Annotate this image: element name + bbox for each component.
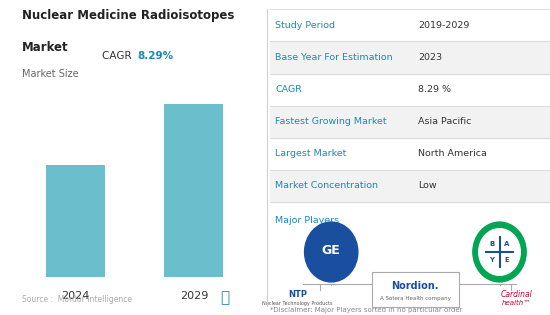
Text: Nordion.: Nordion. [392,281,439,291]
Text: B: B [490,241,494,247]
Text: Market Size: Market Size [22,69,79,79]
Text: 2029: 2029 [180,291,208,301]
Text: CAGR: CAGR [275,85,302,94]
Text: Study Period: Study Period [275,21,335,30]
Text: Market Concentration: Market Concentration [275,181,378,190]
Text: A Sotera Health company: A Sotera Health company [380,296,451,301]
Text: 2023: 2023 [418,53,442,62]
Bar [46,165,105,277]
Bar [270,106,550,138]
Text: Low: Low [418,181,437,190]
Text: health™: health™ [502,300,531,306]
Circle shape [478,229,520,275]
Text: CAGR: CAGR [102,51,135,61]
Text: Y: Y [490,257,494,263]
Text: *Disclaimer: Major Players sorted in no particular order: *Disclaimer: Major Players sorted in no … [270,307,462,313]
Text: E: E [504,257,509,263]
Text: Fastest Growing Market: Fastest Growing Market [275,117,387,126]
Text: Ⓜ: Ⓜ [220,290,229,306]
Text: Major Players: Major Players [275,216,339,225]
Text: 2019-2029: 2019-2029 [418,21,470,30]
Text: North America: North America [418,149,487,158]
Text: Cardinal: Cardinal [500,290,532,299]
FancyBboxPatch shape [372,272,459,307]
Bar [164,104,223,277]
Text: Market: Market [22,41,69,54]
Text: GE: GE [322,244,340,257]
Text: Source :  Mordor Intelligence: Source : Mordor Intelligence [22,295,132,304]
Text: Base Year For Estimation: Base Year For Estimation [275,53,393,62]
Bar [270,169,550,202]
Text: A: A [504,241,510,247]
Text: 2024: 2024 [62,291,90,301]
Text: Nuclear Medicine Radioisotopes: Nuclear Medicine Radioisotopes [22,9,234,22]
Text: 8.29%: 8.29% [137,51,173,61]
Circle shape [305,222,358,282]
Text: Nuclear Technology Products: Nuclear Technology Products [262,301,333,306]
Text: Asia Pacific: Asia Pacific [418,117,471,126]
Text: Largest Market: Largest Market [275,149,346,158]
Text: NTP: NTP [288,290,307,299]
Circle shape [473,222,526,282]
Text: 8.29 %: 8.29 % [418,85,451,94]
Bar [270,42,550,73]
